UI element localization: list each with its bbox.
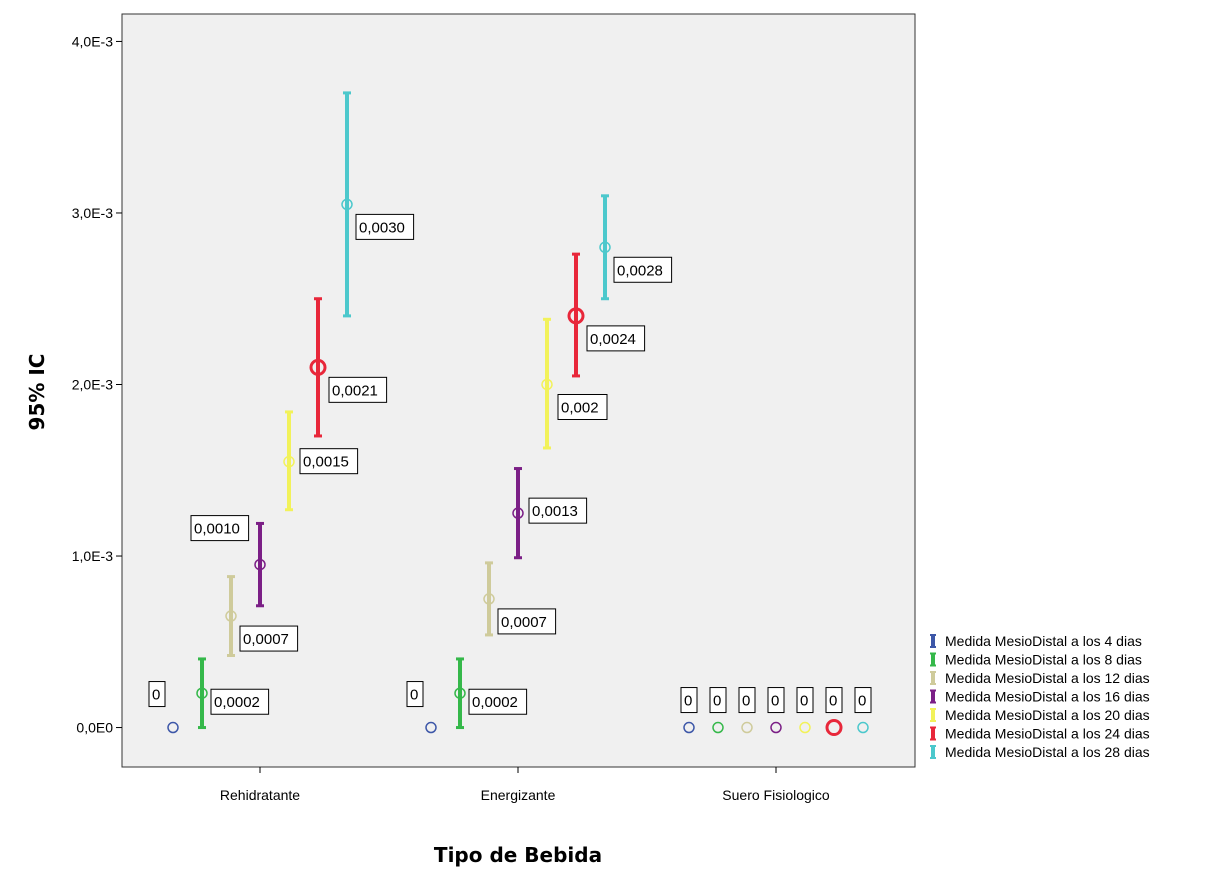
data-label-box [557, 393, 608, 420]
data-label-box [210, 688, 270, 715]
y-axis-title: 95% IC [25, 354, 49, 431]
mean-marker [712, 721, 724, 734]
data-label: 0 [829, 693, 837, 710]
data-label: 0,0007 [501, 614, 547, 631]
data-label-box [328, 376, 388, 403]
data-label-box [613, 256, 673, 283]
mean-marker [541, 378, 553, 391]
data-labels: 0 0 0 0,0002 0,0002 0 0,0007 0,0007 0 0,0010 0,001… [148, 213, 872, 715]
data-label: 0,0007 [243, 631, 289, 648]
mean-marker [425, 721, 437, 734]
mean-marker [196, 687, 208, 699]
data-label-box [190, 515, 250, 542]
mean-marker [825, 719, 843, 737]
data-label: 0,0024 [590, 331, 636, 348]
data-label: 0,0002 [214, 694, 260, 711]
mean-marker [283, 455, 295, 468]
legend-label: Medida MesioDistal a los 20 dias [945, 707, 1150, 723]
data-label: 0,0028 [617, 262, 663, 279]
legend-label: Medida MesioDistal a los 4 dias [945, 633, 1142, 649]
data-label-box [796, 687, 814, 714]
legend-label: Medida MesioDistal a los 24 dias [945, 726, 1150, 742]
mean-marker [799, 721, 811, 734]
data-label: 0 [800, 693, 808, 710]
mean-marker [254, 558, 266, 571]
mean-marker [599, 241, 611, 254]
data-label: 0 [771, 693, 779, 710]
data-label: 0,0030 [359, 219, 405, 236]
data-label: 0 [858, 693, 866, 710]
data-label-box [680, 687, 698, 714]
mean-marker [857, 721, 869, 734]
data-label: 0,0010 [194, 521, 240, 538]
data-label-box [406, 681, 424, 708]
data-label-box [709, 687, 727, 714]
data-label: 0 [684, 693, 692, 710]
mean-marker [309, 358, 327, 376]
data-label-box [528, 497, 588, 524]
y-tick-label: 2,0E-3 [72, 376, 113, 392]
y-tick-label: 3,0E-3 [72, 205, 113, 221]
mean-marker [770, 721, 782, 734]
y-tick-label: 4,0E-3 [72, 33, 113, 49]
data-label-box [738, 687, 756, 714]
mean-marker [683, 721, 695, 734]
mean-marker [567, 307, 585, 325]
series-group [167, 91, 869, 737]
data-label: 0 [713, 693, 721, 710]
mean-marker [741, 721, 753, 734]
mean-marker [454, 687, 466, 699]
legend-label: Medida MesioDistal a los 16 dias [945, 689, 1150, 705]
legend: Medida MesioDistal a los 4 dias Medida Me… [930, 633, 1150, 760]
mean-marker [341, 198, 353, 211]
x-axis: Rehidratante Energizante Suero Fisiologico [220, 767, 830, 803]
y-tick-label: 0,0E0 [76, 720, 113, 736]
data-label-box [299, 448, 359, 475]
x-axis-title: Tipo de Bebida [434, 843, 602, 867]
data-label: 0,0013 [532, 503, 578, 520]
x-tick-label: Rehidratante [220, 787, 300, 803]
data-label-box [468, 688, 528, 715]
data-label-box [825, 687, 843, 714]
data-label: 0 [152, 687, 160, 704]
data-label: 0,0015 [303, 454, 349, 471]
data-label: 0 [410, 687, 418, 704]
mean-marker [483, 593, 495, 605]
data-label-box [148, 681, 166, 708]
mean-marker [512, 507, 524, 519]
mean-marker [167, 721, 179, 734]
legend-label: Medida MesioDistal a los 28 dias [945, 744, 1150, 760]
data-label: 0 [742, 693, 750, 710]
y-tick-label: 1,0E-3 [72, 548, 113, 564]
data-label: 0,0002 [472, 694, 518, 711]
legend-label: Medida MesioDistal a los 8 dias [945, 652, 1142, 668]
data-label-box [355, 213, 415, 240]
data-label: 0,0021 [332, 382, 378, 399]
plot-background [121, 13, 916, 768]
y-axis: 0,0E0 1,0E-3 2,0E-3 3,0E-3 4,0E-3 [72, 33, 122, 736]
data-label-box [497, 608, 557, 635]
data-label-box [586, 325, 646, 352]
mean-marker [225, 610, 237, 622]
data-label-box [767, 687, 785, 714]
data-label-box [854, 687, 872, 714]
data-label: 0,002 [561, 399, 599, 416]
x-tick-label: Energizante [481, 787, 556, 803]
data-label-box [239, 625, 299, 652]
x-tick-label: Suero Fisiologico [722, 787, 830, 803]
legend-label: Medida MesioDistal a los 12 dias [945, 670, 1150, 686]
